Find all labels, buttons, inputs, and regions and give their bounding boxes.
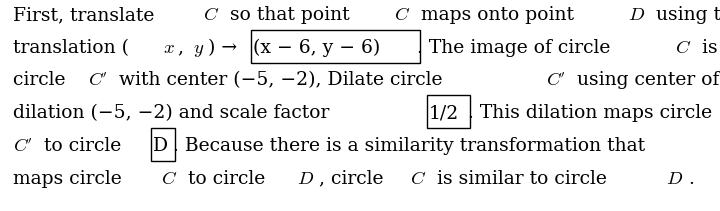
Text: First, translate: First, translate [13, 6, 161, 24]
Text: (x − 6, y − 6): (x − 6, y − 6) [253, 38, 381, 57]
Text: . The image of circle: . The image of circle [418, 39, 617, 57]
Text: $C$: $C$ [410, 170, 426, 188]
Bar [251, 30, 420, 63]
Text: ) →: ) → [208, 39, 243, 57]
Text: . This dilation maps circle: . This dilation maps circle [468, 104, 712, 122]
Text: $C′$: $C′$ [13, 137, 32, 155]
Text: to circle: to circle [182, 170, 271, 188]
Text: $C′$: $C′$ [89, 72, 108, 89]
Text: using center of: using center of [572, 72, 720, 89]
Text: .: . [688, 170, 694, 188]
Text: $C$: $C$ [203, 6, 220, 24]
Text: $D$: $D$ [297, 170, 315, 188]
Text: so that point: so that point [224, 6, 356, 24]
Text: $C$: $C$ [675, 39, 691, 57]
Text: $C$: $C$ [394, 6, 410, 24]
Text: maps circle: maps circle [13, 170, 127, 188]
Text: $y$: $y$ [194, 41, 204, 59]
Text: 1/2: 1/2 [429, 104, 459, 122]
Text: ,: , [178, 39, 190, 57]
Text: to circle: to circle [38, 137, 127, 155]
Bar [427, 95, 470, 128]
Text: $C′$: $C′$ [546, 72, 566, 89]
Text: maps onto point: maps onto point [415, 6, 580, 24]
Text: $D$: $D$ [628, 6, 645, 24]
Text: is: is [696, 39, 717, 57]
Text: D: D [153, 137, 168, 155]
Text: dilation (−5, −2) and scale factor: dilation (−5, −2) and scale factor [13, 104, 336, 122]
Text: , circle: , circle [319, 170, 390, 188]
Text: with center (−5, −2), Dilate circle: with center (−5, −2), Dilate circle [114, 72, 449, 89]
Text: $C$: $C$ [161, 170, 177, 188]
Text: translation (: translation ( [13, 39, 129, 57]
Bar [151, 128, 175, 161]
Text: $x$: $x$ [163, 39, 174, 57]
Text: . Because there is a similarity transformation that: . Because there is a similarity transfor… [173, 137, 645, 155]
Text: is similar to circle: is similar to circle [431, 170, 613, 188]
Text: circle: circle [13, 72, 71, 89]
Text: using the: using the [650, 6, 720, 24]
Text: $D$: $D$ [666, 170, 683, 188]
